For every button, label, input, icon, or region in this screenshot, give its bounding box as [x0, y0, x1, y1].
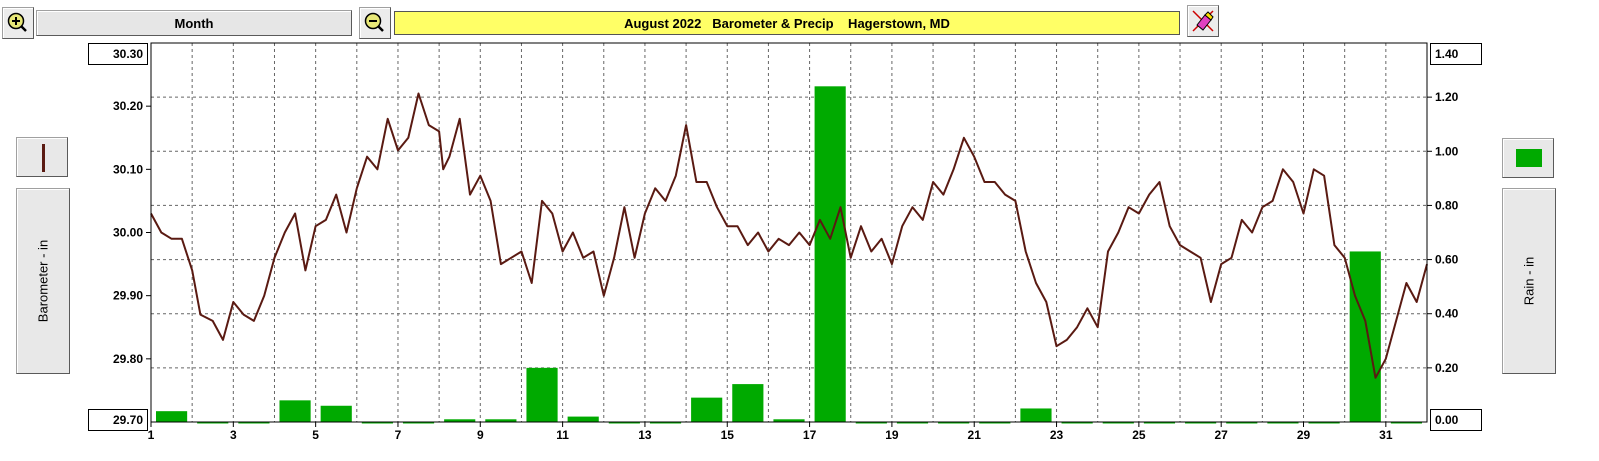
- y-right-max-box: 1.40: [1430, 43, 1482, 65]
- y-right-tick-label: 1.00: [1435, 144, 1459, 158]
- y-right-tick-label: 0.60: [1435, 253, 1459, 267]
- x-tick-label: 1: [148, 428, 155, 442]
- rain-bar: [1185, 422, 1217, 424]
- plot-frame: [150, 42, 1428, 423]
- rain-bar: [938, 422, 970, 424]
- x-tick-label: 9: [477, 428, 484, 442]
- rain-bar: [649, 422, 682, 424]
- y-right-tick-label: 0.40: [1435, 307, 1459, 321]
- rain-bar: [1267, 422, 1299, 424]
- rain-bar: [197, 422, 229, 424]
- rain-bar: [444, 419, 476, 422]
- pressure-line: [150, 92, 1428, 379]
- pressure-series-toggle[interactable]: [16, 137, 68, 177]
- right-axis-button[interactable]: Rain - in: [1502, 188, 1556, 374]
- x-tick-label: 5: [312, 428, 319, 442]
- rain-bar: [361, 422, 393, 424]
- rain-bar: [732, 384, 764, 422]
- rain-bar: [1308, 422, 1340, 424]
- y-left-tick-label: 29.80: [113, 352, 143, 366]
- zoom-out-button[interactable]: [359, 7, 391, 39]
- y-left-tick-label: 30.10: [113, 162, 143, 176]
- zoom-out-icon: [364, 12, 384, 32]
- rain-series-toggle[interactable]: [1502, 138, 1554, 178]
- y-right-tick-label: 0.20: [1435, 361, 1459, 375]
- x-tick-label: 21: [968, 428, 982, 442]
- rain-bar: [1020, 408, 1052, 422]
- zoom-in-icon: [7, 12, 27, 32]
- rain-bar: [402, 422, 435, 424]
- rain-bar: [855, 422, 887, 424]
- clear-button[interactable]: [1187, 5, 1219, 37]
- period-select[interactable]: Month: [36, 10, 352, 36]
- chart-title: August 2022 Barometer & Precip Hagerstow…: [394, 11, 1180, 35]
- rain-bar: [896, 422, 929, 424]
- rain-bar: [526, 367, 558, 422]
- x-tick-label: 11: [556, 428, 569, 442]
- rain-bar: [1349, 251, 1381, 422]
- rain-bar: [1143, 422, 1176, 424]
- y-left-tick-label: 30.00: [113, 226, 143, 240]
- x-tick-label: 25: [1132, 428, 1146, 442]
- x-tick-label: 27: [1215, 428, 1229, 442]
- y-left-tick-label: 29.90: [113, 289, 143, 303]
- rain-bar: [814, 86, 846, 423]
- zoom-in-button[interactable]: [2, 7, 34, 39]
- x-tick-label: 13: [638, 428, 652, 442]
- rain-bar-swatch: [1516, 149, 1542, 167]
- rain-bar: [1102, 422, 1134, 424]
- y-right-tick-label: 0.80: [1435, 198, 1459, 212]
- rain-bar: [608, 422, 640, 424]
- x-tick-label: 15: [721, 428, 735, 442]
- rain-bar: [567, 416, 599, 422]
- x-tick-label: 23: [1050, 428, 1064, 442]
- rain-bar: [238, 422, 270, 424]
- y-left-max-box: 30.30: [88, 43, 148, 65]
- left-axis-button[interactable]: Barometer - in: [16, 188, 70, 374]
- rain-bar: [1390, 422, 1422, 424]
- rain-bar: [1061, 422, 1093, 424]
- rain-bar: [979, 422, 1011, 424]
- rain-bar: [320, 405, 352, 422]
- pressure-line-swatch: [42, 144, 45, 172]
- rain-bar: [156, 411, 188, 422]
- y-left-min-box: 29.70: [88, 409, 148, 431]
- x-tick-label: 19: [885, 428, 899, 442]
- rain-bar: [773, 419, 805, 422]
- rain-bar: [279, 400, 311, 422]
- rain-bar: [485, 419, 517, 422]
- x-tick-label: 31: [1379, 428, 1393, 442]
- y-right-min-box: 0.00: [1430, 409, 1482, 431]
- x-tick-label: 3: [230, 428, 237, 442]
- y-right-tick-label: 1.20: [1435, 90, 1459, 104]
- x-tick-label: 29: [1297, 428, 1311, 442]
- x-tick-label: 7: [395, 428, 402, 442]
- eraser-icon: [1192, 10, 1214, 32]
- rain-bar: [1226, 422, 1258, 424]
- y-left-tick-label: 30.20: [113, 99, 143, 113]
- rain-bar: [691, 397, 723, 422]
- x-tick-label: 17: [803, 428, 817, 442]
